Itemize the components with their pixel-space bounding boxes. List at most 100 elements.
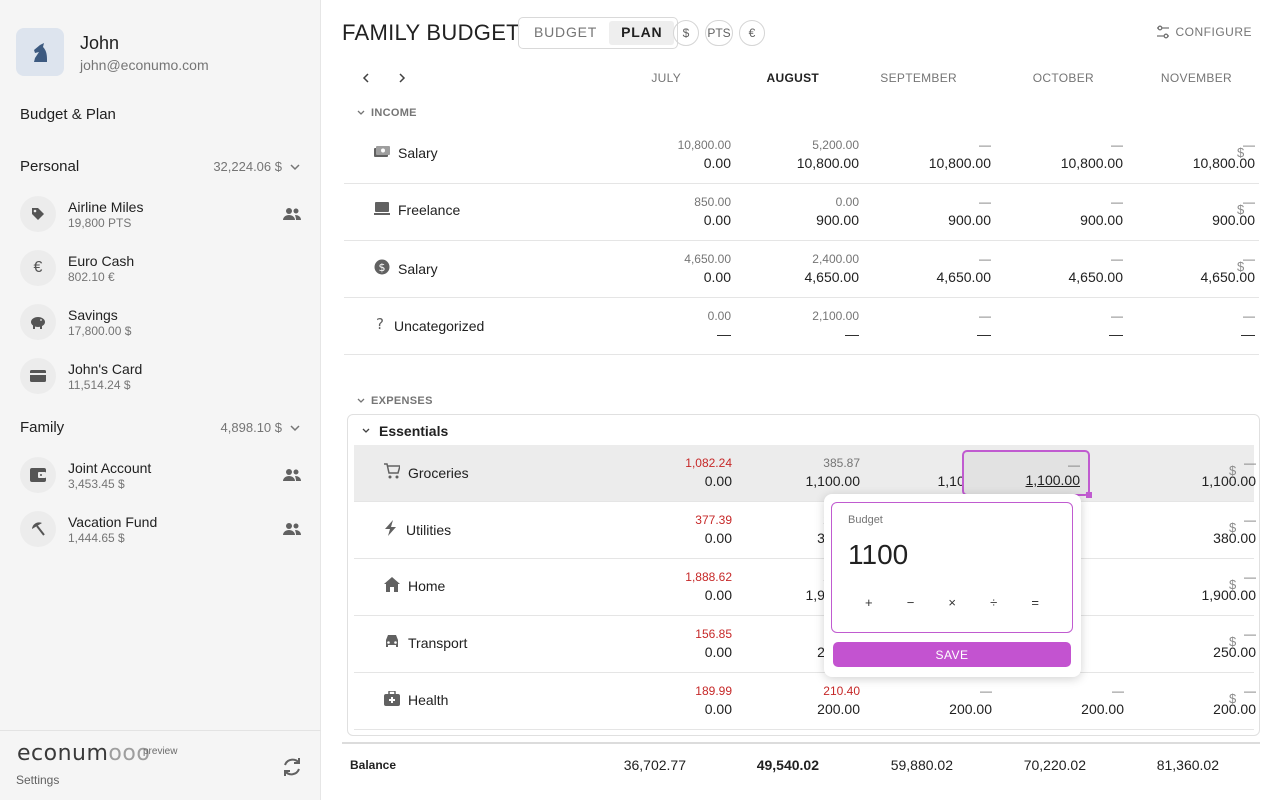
category-label[interactable]: Transport [384, 634, 467, 651]
balance-row: Balance 36,702.77 49,540.02 59,880.02 70… [342, 742, 1260, 786]
category-label[interactable]: Freelance [374, 202, 460, 218]
nav-budget-plan[interactable]: Budget & Plan [20, 106, 116, 123]
budget-cell[interactable]: 210.40 200.00 [750, 684, 860, 719]
budget-cell[interactable]: — 900.00 [1013, 195, 1123, 230]
budget-cell[interactable]: — 900.00 [881, 195, 991, 230]
category-label[interactable]: Salary [374, 145, 438, 161]
account-euro-cash[interactable]: € Euro Cash 802.10 € [20, 246, 302, 290]
budget-cell[interactable]: — 200.00 [1146, 684, 1256, 719]
mode-budget-button[interactable]: BUDGET [534, 24, 598, 40]
budget-input-value[interactable]: 1100 [848, 539, 909, 570]
category-label[interactable]: Home [384, 577, 445, 595]
sync-icon[interactable] [280, 755, 304, 784]
budget-amount: — [845, 326, 859, 342]
user-profile[interactable]: John john@econumo.com [16, 28, 209, 76]
category-label[interactable]: Health [384, 690, 448, 709]
income-row: Salary 10,800.00 0.00 5,200.00 10,800.00 — 10,… [344, 127, 1259, 184]
envelope-header[interactable]: Essentials [361, 423, 448, 439]
budget-cell[interactable]: — 4,650.00 [1013, 252, 1124, 287]
budget-cell[interactable]: 385.87 1,100.00 [750, 456, 861, 491]
account-name: Euro Cash [68, 252, 135, 269]
currency-usd-button[interactable]: $ [673, 20, 699, 46]
account-vacation-fund[interactable]: Vacation Fund 1,444.65 $ [20, 507, 302, 551]
budget-cell[interactable]: — 900.00 [1145, 195, 1255, 230]
currency-indicator[interactable]: $ [1237, 145, 1245, 160]
account-joint-account[interactable]: Joint Account 3,453.45 $ [20, 453, 302, 497]
budget-cell[interactable]: — — [1145, 309, 1255, 344]
budget-cell[interactable]: — 380.00 [1146, 513, 1256, 548]
minus-operator-button[interactable]: − [906, 595, 915, 610]
budget-cell[interactable]: — 4,650.00 [881, 252, 992, 287]
currency-pts-button[interactable]: PTS [705, 20, 733, 46]
budget-cell[interactable]: — 200.00 [882, 684, 992, 719]
currency-indicator[interactable]: $ [1229, 520, 1237, 535]
account-airline-miles[interactable]: Airline Miles 19,800 PTS [20, 192, 302, 236]
budget-cell[interactable]: — 10,800.00 [881, 138, 991, 173]
mode-plan-button[interactable]: PLAN [609, 21, 675, 45]
account-balance: 3,453.45 $ [68, 476, 125, 491]
currency-eur-button[interactable]: € [739, 20, 765, 46]
next-period-button[interactable] [392, 68, 412, 88]
currency-indicator[interactable]: $ [1237, 202, 1245, 217]
section-income[interactable]: INCOME [356, 107, 417, 119]
account-name: Airline Miles [68, 198, 144, 215]
multiply-operator-button[interactable]: × [948, 595, 957, 610]
budget-cell[interactable]: 1,888.62 0.00 [622, 570, 732, 605]
currency-indicator[interactable]: $ [1229, 577, 1237, 592]
budget-cell[interactable]: 156.85 0.00 [622, 627, 732, 662]
budget-cell[interactable]: — 200.00 [1014, 684, 1124, 719]
folder-personal[interactable]: Personal 32,224.06 $ [20, 158, 302, 175]
budget-amount: 10,800.00 [1060, 155, 1123, 171]
account-balance: 1,444.65 $ [68, 530, 125, 545]
spent-amount: — [1244, 627, 1256, 641]
budget-cell[interactable]: — 4,650.00 [1145, 252, 1256, 287]
budget-input-field[interactable]: Budget 1100 + − × ÷ = [831, 502, 1073, 633]
budget-editor-popup: Budget 1100 + − × ÷ = SAVE [824, 494, 1081, 677]
account-balance: 11,514.24 $ [68, 377, 131, 392]
budget-amount: 900.00 [948, 212, 991, 228]
currency-indicator[interactable]: $ [1229, 634, 1237, 649]
budget-cell[interactable]: — — [1013, 309, 1123, 344]
category-label[interactable]: $ Salary [374, 259, 438, 278]
budget-cell[interactable]: 377.39 0.00 [622, 513, 732, 548]
budget-cell[interactable]: 850.00 0.00 [621, 195, 731, 230]
equals-operator-button[interactable]: = [1031, 595, 1039, 610]
budget-cell[interactable]: — 1,900.00 [1146, 570, 1257, 605]
save-button[interactable]: SAVE [833, 642, 1071, 667]
budget-cell[interactable]: — 10,800.00 [1013, 138, 1123, 173]
budget-cell[interactable]: 2,100.00 — [749, 309, 859, 344]
chevron-down-icon[interactable] [288, 421, 302, 435]
budget-cell[interactable]: 0.00 — [621, 309, 731, 344]
budget-cell[interactable]: — 10,800.00 [1145, 138, 1255, 173]
budget-cell[interactable]: 4,650.00 0.00 [621, 252, 731, 287]
budget-cell[interactable]: — 1,100.00 [1146, 456, 1257, 491]
budget-cell[interactable]: 0.00 900.00 [749, 195, 859, 230]
plus-operator-button[interactable]: + [865, 595, 873, 610]
budget-cell[interactable]: — — [881, 309, 991, 344]
section-expenses[interactable]: EXPENSES [356, 395, 433, 407]
budget-cell[interactable]: 189.99 0.00 [622, 684, 732, 719]
prev-period-button[interactable] [356, 68, 376, 88]
budget-cell[interactable]: 10,800.00 0.00 [621, 138, 731, 173]
budget-cell[interactable]: 1,082.24 0.00 [622, 456, 732, 491]
settings-link[interactable]: Settings [16, 773, 60, 787]
folder-family[interactable]: Family 4,898.10 $ [20, 419, 302, 436]
preview-badge: preview [143, 746, 178, 757]
currency-indicator[interactable]: $ [1229, 691, 1237, 706]
spent-amount: — [979, 138, 991, 152]
budget-cell[interactable]: — 250.00 [1146, 627, 1256, 662]
configure-button[interactable]: CONFIGURE [1156, 25, 1253, 39]
category-label[interactable]: ? Uncategorized [374, 315, 484, 335]
shared-users-icon [282, 519, 302, 539]
account-name: John's Card [68, 360, 143, 377]
budget-cell[interactable]: 2,400.00 4,650.00 [749, 252, 860, 287]
budget-cell[interactable]: 5,200.00 10,800.00 [749, 138, 859, 173]
category-label[interactable]: Groceries [384, 463, 469, 482]
currency-indicator[interactable]: $ [1237, 259, 1245, 274]
divide-operator-button[interactable]: ÷ [990, 595, 998, 610]
currency-indicator[interactable]: $ [1229, 463, 1237, 478]
category-label[interactable]: Utilities [384, 520, 451, 539]
account-savings[interactable]: Savings 17,800.00 $ [20, 300, 302, 344]
chevron-down-icon[interactable] [288, 160, 302, 174]
account-johns-card[interactable]: John's Card 11,514.24 $ [20, 354, 302, 398]
